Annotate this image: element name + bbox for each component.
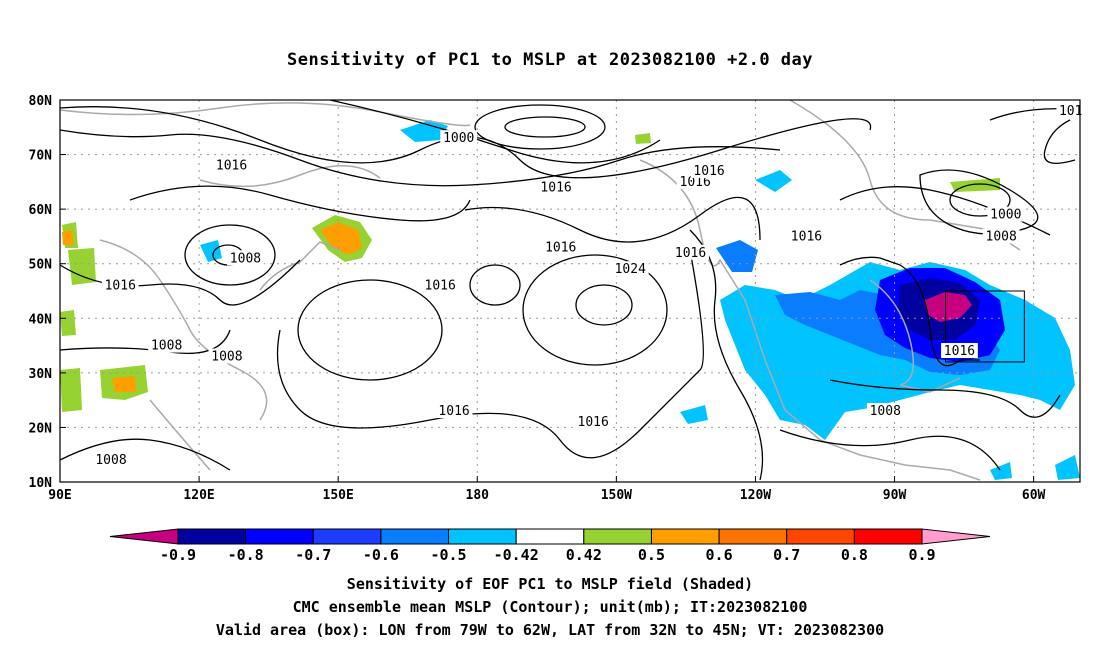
colorbar-boxes [109,528,991,545]
contour-label: 1016 [105,279,136,294]
contour-label: 1024 [615,262,646,277]
contour-label: 1008 [870,404,901,419]
contour-label-bg [148,337,186,353]
map-frame [59,99,1081,483]
contour-label-bg [227,250,264,266]
colorbar-label: -0.7 [295,546,331,564]
contour-label: 1016 [578,415,609,430]
contour-label: 1016 [216,158,247,173]
colorbar-box [380,528,450,545]
contour-label: 1008 [95,453,126,468]
colorbar-box [853,528,923,545]
lat-tick-label: 50N [29,258,53,273]
colorbar-box [650,528,720,545]
colorbar-left-arrow [109,528,179,545]
colorbar-label: -0.8 [228,546,264,564]
contour-label: 1008 [230,251,261,266]
lat-tick-label: 20N [29,421,53,436]
contour-label: 1016 [545,240,576,255]
colorbar-box [718,528,788,545]
contour-label-bg [440,130,478,146]
colorbar-box [448,528,517,545]
contour-label: 1016 [680,175,711,190]
lon-tick-label: 60W [1022,488,1046,500]
contour-label: 1008 [151,339,182,354]
contour-label: 1008 [211,349,242,364]
colorbar-label: -0.5 [430,546,466,564]
lon-tick-label: 120E [183,488,214,500]
contour-label: 1016 [540,180,571,195]
contour-label: 1016 [425,279,456,294]
figure-title: Sensitivity of PC1 to MSLP at 2023082100… [286,50,813,70]
contour-label-bg [866,403,904,419]
contour-label: 1016 [693,164,724,179]
colorbar-label: 0.7 [773,546,800,564]
contour-label-bg [208,348,246,364]
caption-line-1: Sensitivity of EOF PC1 to MSLP field (Sh… [346,575,754,593]
colorbar-box [245,528,314,545]
contour-label-bg [1056,102,1086,118]
contour-label: 1008 [986,229,1017,244]
lon-tick-label: 90E [48,488,71,500]
contour-label-bg [537,179,575,195]
lat-tick-label: 30N [29,367,53,382]
caption-line-3: Valid area (box): LON from 79W to 62W, L… [215,621,885,639]
contour-label-bg [690,162,728,178]
contour-label-bg [92,452,130,468]
colorbar-label: 0.6 [706,546,733,564]
contour-label-bg [788,228,825,244]
caption-line-2: CMC ensemble mean MSLP (Contour); unit(m… [292,598,808,616]
contour-label-bg [101,277,139,293]
colorbar-label: 0.8 [841,546,868,564]
contour-label-bg [987,206,1025,222]
valid-area-box [945,290,1025,363]
contour-label: 101 [1059,104,1082,119]
colorbar-box [312,528,382,545]
lon-tick-label: 120W [740,488,771,500]
colorbar-box [515,528,585,545]
colorbar-right-arrow [921,528,991,545]
contour-label: 1000 [443,131,474,146]
colorbar-labels: -0.9 -0.8 -0.7 -0.6 -0.5 -0.42 0.42 0.5 0.6 0.7 0.… [160,546,936,564]
lat-tick-label: 10N [29,476,53,491]
colorbar-box [786,528,855,545]
contour-label: 1016 [438,404,469,419]
colorbar-label: -0.9 [160,546,196,564]
coastline-layer [59,99,1021,481]
colorbar-box [177,528,247,545]
contour-label-bg [941,343,978,359]
lon-tick-label: 180 [466,488,490,500]
colorbar-box [583,528,652,545]
contour-label-bg [672,244,709,260]
shaded-sensitivity-layer [60,120,1080,480]
lon-tick-label: 150W [601,488,632,500]
strongest-sensitivity-region [925,292,972,322]
contour-label-bg [982,228,1020,244]
colorbar-label: -0.42 [494,546,539,564]
contour-label-bg [421,277,459,293]
contour-label-bg [542,239,580,255]
lat-tick-label: 80N [29,94,53,109]
lat-tick-label: 40N [29,312,53,327]
contour-label-bg [574,413,612,429]
colorbar-label: 0.5 [638,546,665,564]
lat-tick-label: 70N [29,149,53,164]
colorbar-label: 0.42 [566,546,602,564]
contour-label-bg [213,157,250,173]
lat-tick-label: 60N [29,203,53,218]
colorbar-label: -0.6 [363,546,399,564]
contour-label: 1000 [990,208,1021,223]
contour-label: 1016 [791,229,822,244]
lon-tick-label: 150E [323,488,354,500]
contour-label-bg [611,261,649,277]
contour-label: 1016 [944,344,975,359]
colorbar-label: 0.9 [908,546,935,564]
contour-label: 1016 [675,246,706,261]
contour-label-bg [435,403,473,419]
lon-tick-label: 90W [883,488,907,500]
